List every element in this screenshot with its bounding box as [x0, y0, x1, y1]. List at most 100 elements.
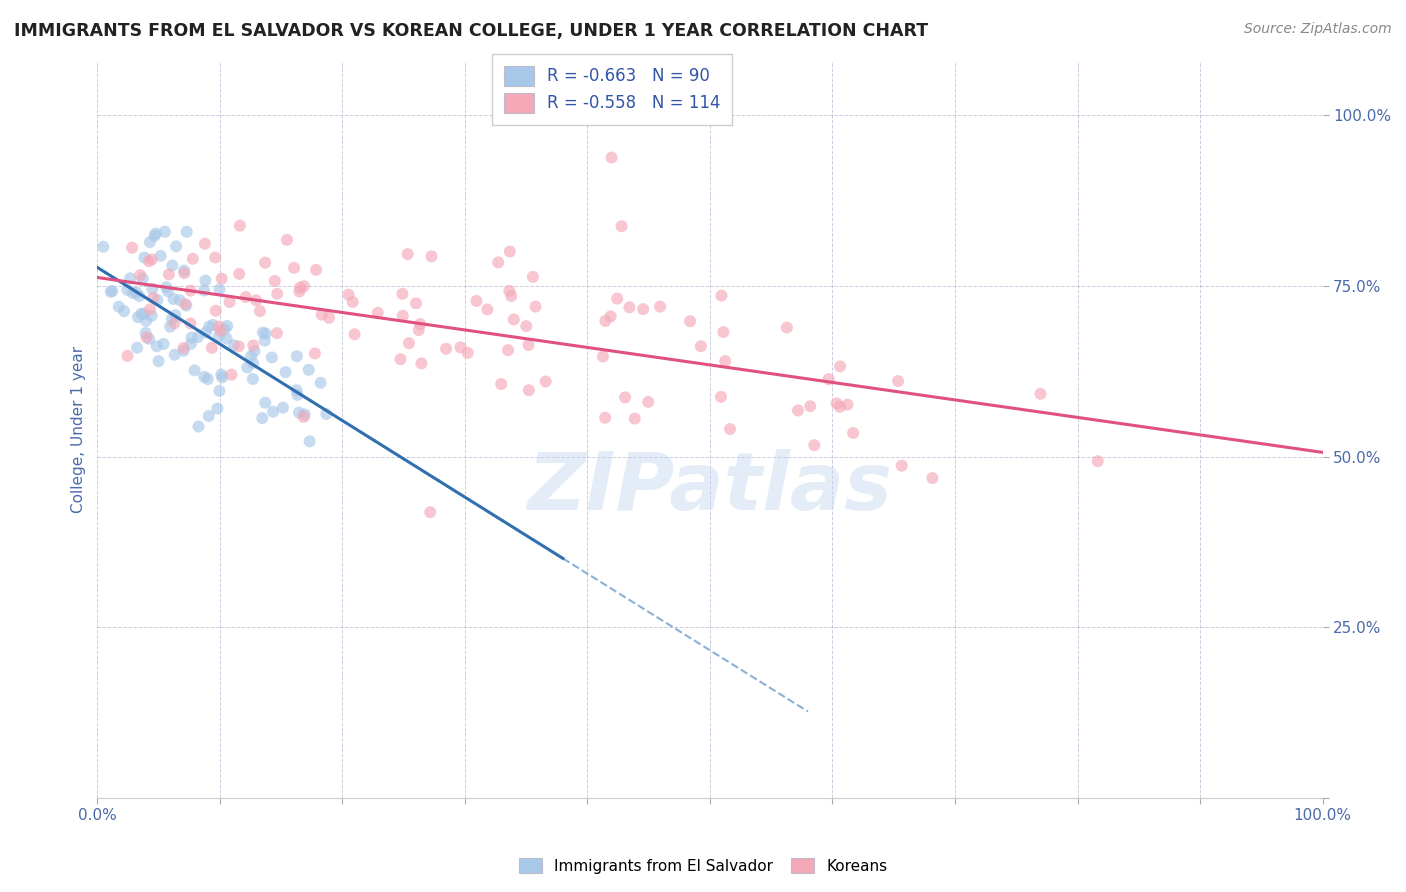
Point [157, 268, 180, 282]
Point [828, 400, 851, 414]
Point [198, 409, 221, 423]
Point [180, 330, 202, 344]
Point [211, 370, 233, 384]
Point [120, 271, 142, 285]
Point [450, 340, 472, 354]
Point [337, 287, 360, 301]
Point [209, 368, 232, 382]
Point [138, 254, 160, 268]
Point [215, 332, 238, 346]
Point [411, 356, 433, 370]
Point [619, 301, 641, 315]
Point [204, 251, 226, 265]
Point [132, 271, 155, 285]
Point [214, 322, 236, 336]
Point [263, 274, 285, 288]
Point [921, 471, 943, 485]
Point [606, 292, 628, 306]
Point [614, 391, 637, 405]
Point [208, 384, 231, 398]
Point [274, 365, 297, 379]
Point [155, 280, 177, 294]
Point [229, 219, 252, 233]
Point [127, 310, 149, 325]
Point [152, 337, 174, 351]
Point [180, 337, 202, 351]
Point [311, 308, 333, 322]
Point [276, 233, 298, 247]
Point [623, 411, 645, 425]
Point [253, 334, 276, 348]
Point [228, 339, 250, 353]
Point [288, 280, 311, 294]
Point [156, 284, 179, 298]
Point [391, 309, 413, 323]
Point [271, 401, 294, 415]
Point [679, 314, 702, 328]
Point [396, 247, 419, 261]
Point [235, 290, 257, 304]
Point [817, 372, 839, 386]
Point [146, 339, 169, 353]
Point [837, 398, 859, 412]
Point [600, 151, 623, 165]
Point [162, 292, 184, 306]
Point [650, 300, 672, 314]
Point [127, 341, 149, 355]
Point [517, 383, 540, 397]
Point [117, 349, 139, 363]
Text: IMMIGRANTS FROM EL SALVADOR VS KOREAN COLLEGE, UNDER 1 YEAR CORRELATION CHART: IMMIGRANTS FROM EL SALVADOR VS KOREAN CO… [14, 22, 928, 40]
Point [108, 300, 131, 314]
Point [112, 304, 135, 318]
Point [139, 302, 162, 317]
Point [173, 341, 195, 355]
Point [134, 251, 156, 265]
Point [146, 293, 169, 307]
Point [193, 370, 215, 384]
Point [298, 434, 321, 449]
Text: ZIPatlas: ZIPatlas [527, 450, 893, 527]
Point [242, 356, 264, 370]
Point [287, 388, 309, 402]
Point [183, 363, 205, 377]
Point [515, 319, 537, 334]
Point [420, 249, 443, 263]
Point [169, 293, 191, 308]
Point [890, 458, 912, 473]
Point [208, 329, 231, 343]
Point [165, 308, 187, 322]
Point [201, 341, 224, 355]
Point [145, 227, 167, 241]
Point [343, 327, 366, 342]
Point [409, 317, 432, 331]
Point [408, 323, 430, 337]
Point [517, 338, 540, 352]
Point [309, 376, 332, 390]
Legend: Immigrants from El Salvador, Koreans: Immigrants from El Salvador, Koreans [513, 852, 893, 880]
Point [318, 310, 340, 325]
Point [457, 346, 479, 360]
Point [208, 319, 231, 334]
Point [252, 411, 274, 425]
Point [288, 285, 311, 299]
Point [181, 252, 204, 266]
Point [135, 330, 157, 344]
Point [799, 399, 821, 413]
Point [143, 228, 166, 243]
Point [148, 354, 170, 368]
Point [174, 297, 197, 311]
Point [593, 410, 616, 425]
Point [122, 285, 145, 300]
Point [887, 374, 910, 388]
Point [135, 326, 157, 340]
Point [599, 310, 621, 324]
Point [252, 326, 274, 340]
Point [180, 284, 202, 298]
Point [524, 300, 547, 314]
Point [534, 375, 557, 389]
Point [141, 309, 163, 323]
Point [631, 302, 654, 317]
Point [398, 336, 420, 351]
Point [194, 326, 217, 340]
Point [193, 284, 215, 298]
